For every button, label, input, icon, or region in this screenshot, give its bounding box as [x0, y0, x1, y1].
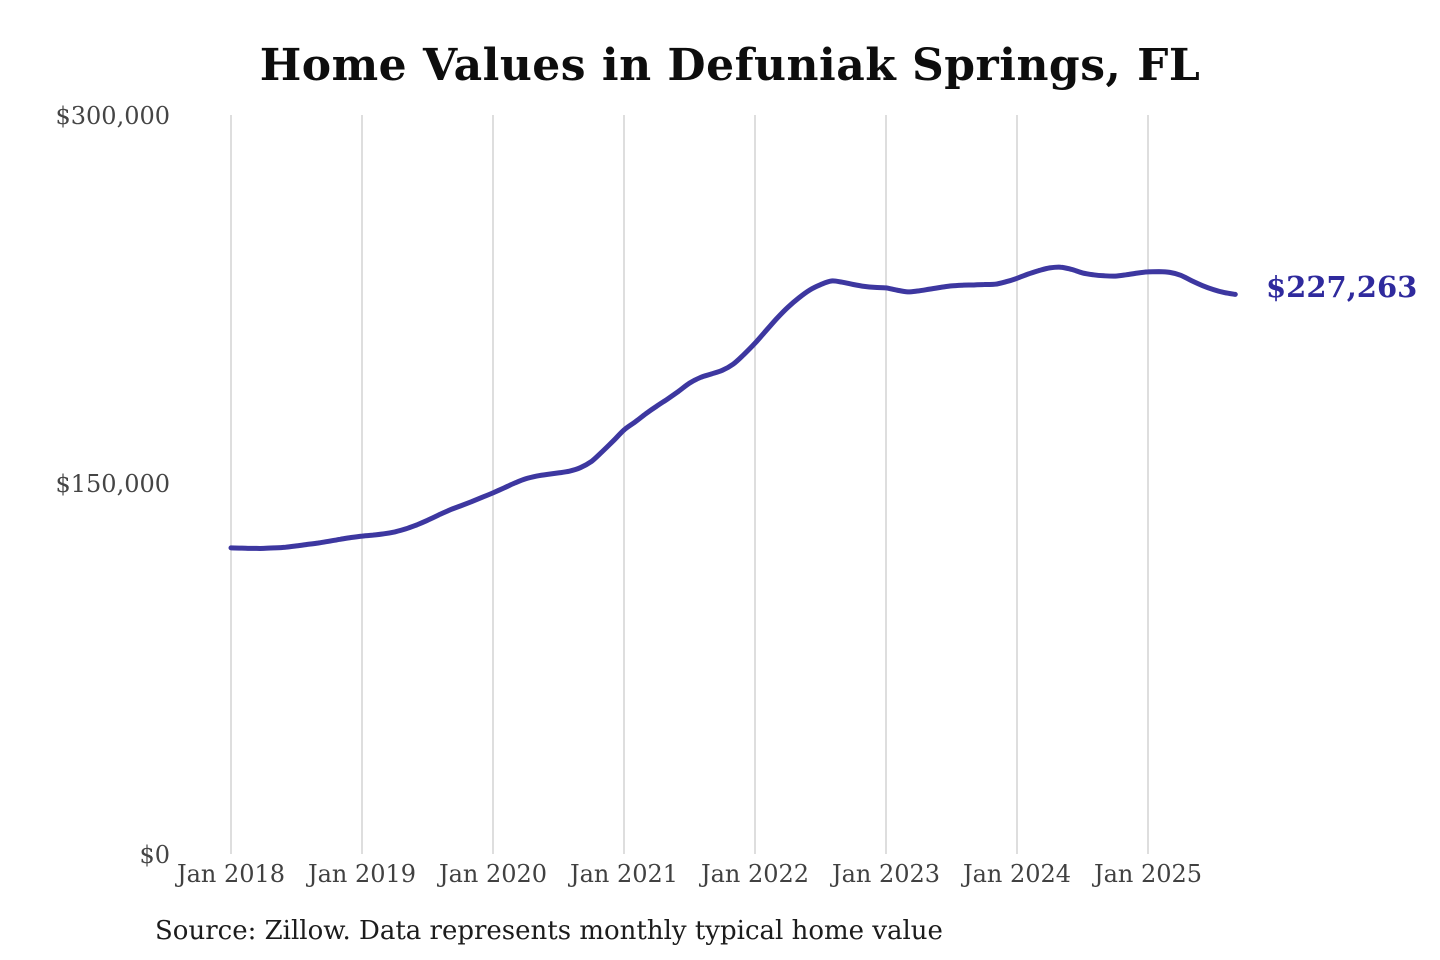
- home-value-line: [228, 264, 1238, 551]
- latest-value-label: $227,263: [1266, 270, 1418, 304]
- x-axis-tick: Jan 2018: [176, 860, 286, 888]
- x-axis-tick: Jan 2022: [700, 860, 810, 888]
- x-axis-tick: Jan 2023: [831, 860, 941, 888]
- source-note: Source: Zillow. Data represents monthly …: [155, 916, 943, 946]
- y-axis-tick-150000: $150,000: [55, 470, 170, 498]
- x-axis-tick: Jan 2025: [1093, 860, 1203, 888]
- x-axis-tick: Jan 2019: [307, 860, 417, 888]
- x-axis-tick: Jan 2020: [438, 860, 548, 888]
- y-axis-tick-300000: $300,000: [55, 102, 170, 130]
- y-axis-tick-0: $0: [139, 841, 170, 869]
- x-axis-tick: Jan 2021: [569, 860, 679, 888]
- chart-title: Home Values in Defuniak Springs, FL: [259, 40, 1201, 91]
- x-axis-tick: Jan 2024: [962, 860, 1072, 888]
